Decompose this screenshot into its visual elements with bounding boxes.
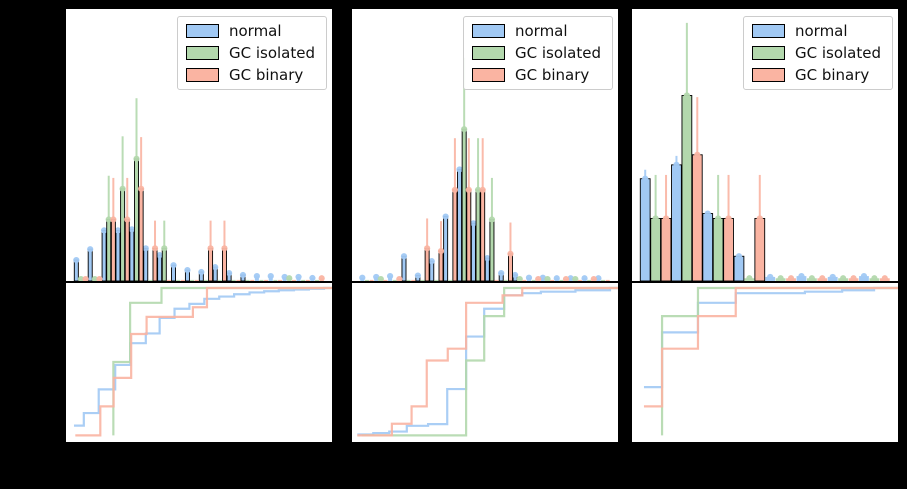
- legend-item-gc-binary: GC binary: [751, 66, 881, 84]
- panel-1-cdf-axes: [65, 282, 333, 443]
- legend-swatch-gc-binary: [185, 68, 219, 82]
- legend-label-gc-isolated: GC isolated: [514, 44, 601, 62]
- panel-3-cdf-axes: [631, 282, 899, 443]
- panel-2: normal GC isolated GC binary: [351, 8, 619, 443]
- legend-item-normal: normal: [471, 22, 601, 40]
- panel-3-histogram-axes: normal GC isolated GC binary: [631, 8, 899, 282]
- panel-3-legend: normal GC isolated GC binary: [742, 16, 893, 90]
- legend-item-normal: normal: [185, 22, 315, 40]
- panel-1-histogram-chart: [73, 98, 325, 281]
- legend-swatch-gc-isolated: [471, 46, 505, 60]
- legend-label-gc-binary: GC binary: [514, 66, 590, 84]
- panel-2-cdf-chart: [357, 286, 618, 437]
- legend-item-gc-binary: GC binary: [185, 66, 315, 84]
- legend-label-gc-binary: GC binary: [794, 66, 870, 84]
- panel-2-cdf-axes: [351, 282, 619, 443]
- legend-item-gc-isolated: GC isolated: [751, 44, 881, 62]
- panel-1-histogram-axes: normal GC isolated GC binary: [65, 8, 333, 282]
- panel-3-histogram-chart: [639, 22, 890, 281]
- legend-swatch-gc-isolated: [751, 46, 785, 60]
- legend-label-gc-isolated: GC isolated: [794, 44, 881, 62]
- legend-label-normal: normal: [514, 22, 568, 40]
- legend-swatch-normal: [471, 24, 505, 38]
- legend-label-normal: normal: [228, 22, 282, 40]
- legend-label-gc-isolated: GC isolated: [228, 44, 315, 62]
- legend-swatch-normal: [751, 24, 785, 38]
- legend-label-normal: normal: [794, 22, 848, 40]
- legend-item-gc-isolated: GC isolated: [471, 44, 601, 62]
- legend-swatch-gc-binary: [751, 68, 785, 82]
- panel-3-cdf-chart: [643, 286, 898, 436]
- panel-2-histogram-chart: [359, 57, 610, 281]
- legend-item-gc-binary: GC binary: [471, 66, 601, 84]
- panel-1-cdf-chart: [73, 286, 332, 437]
- panel-2-legend: normal GC isolated GC binary: [462, 16, 613, 90]
- panel-2-histogram-axes: normal GC isolated GC binary: [351, 8, 619, 282]
- legend-item-gc-isolated: GC isolated: [185, 44, 315, 62]
- panel-1: normal GC isolated GC binary: [65, 8, 333, 443]
- legend-swatch-gc-binary: [471, 68, 505, 82]
- legend-label-gc-binary: GC binary: [228, 66, 304, 84]
- legend-swatch-normal: [185, 24, 219, 38]
- panel-3: normal GC isolated GC binary: [631, 8, 899, 443]
- legend-swatch-gc-isolated: [185, 46, 219, 60]
- legend-item-normal: normal: [751, 22, 881, 40]
- panel-1-legend: normal GC isolated GC binary: [176, 16, 327, 90]
